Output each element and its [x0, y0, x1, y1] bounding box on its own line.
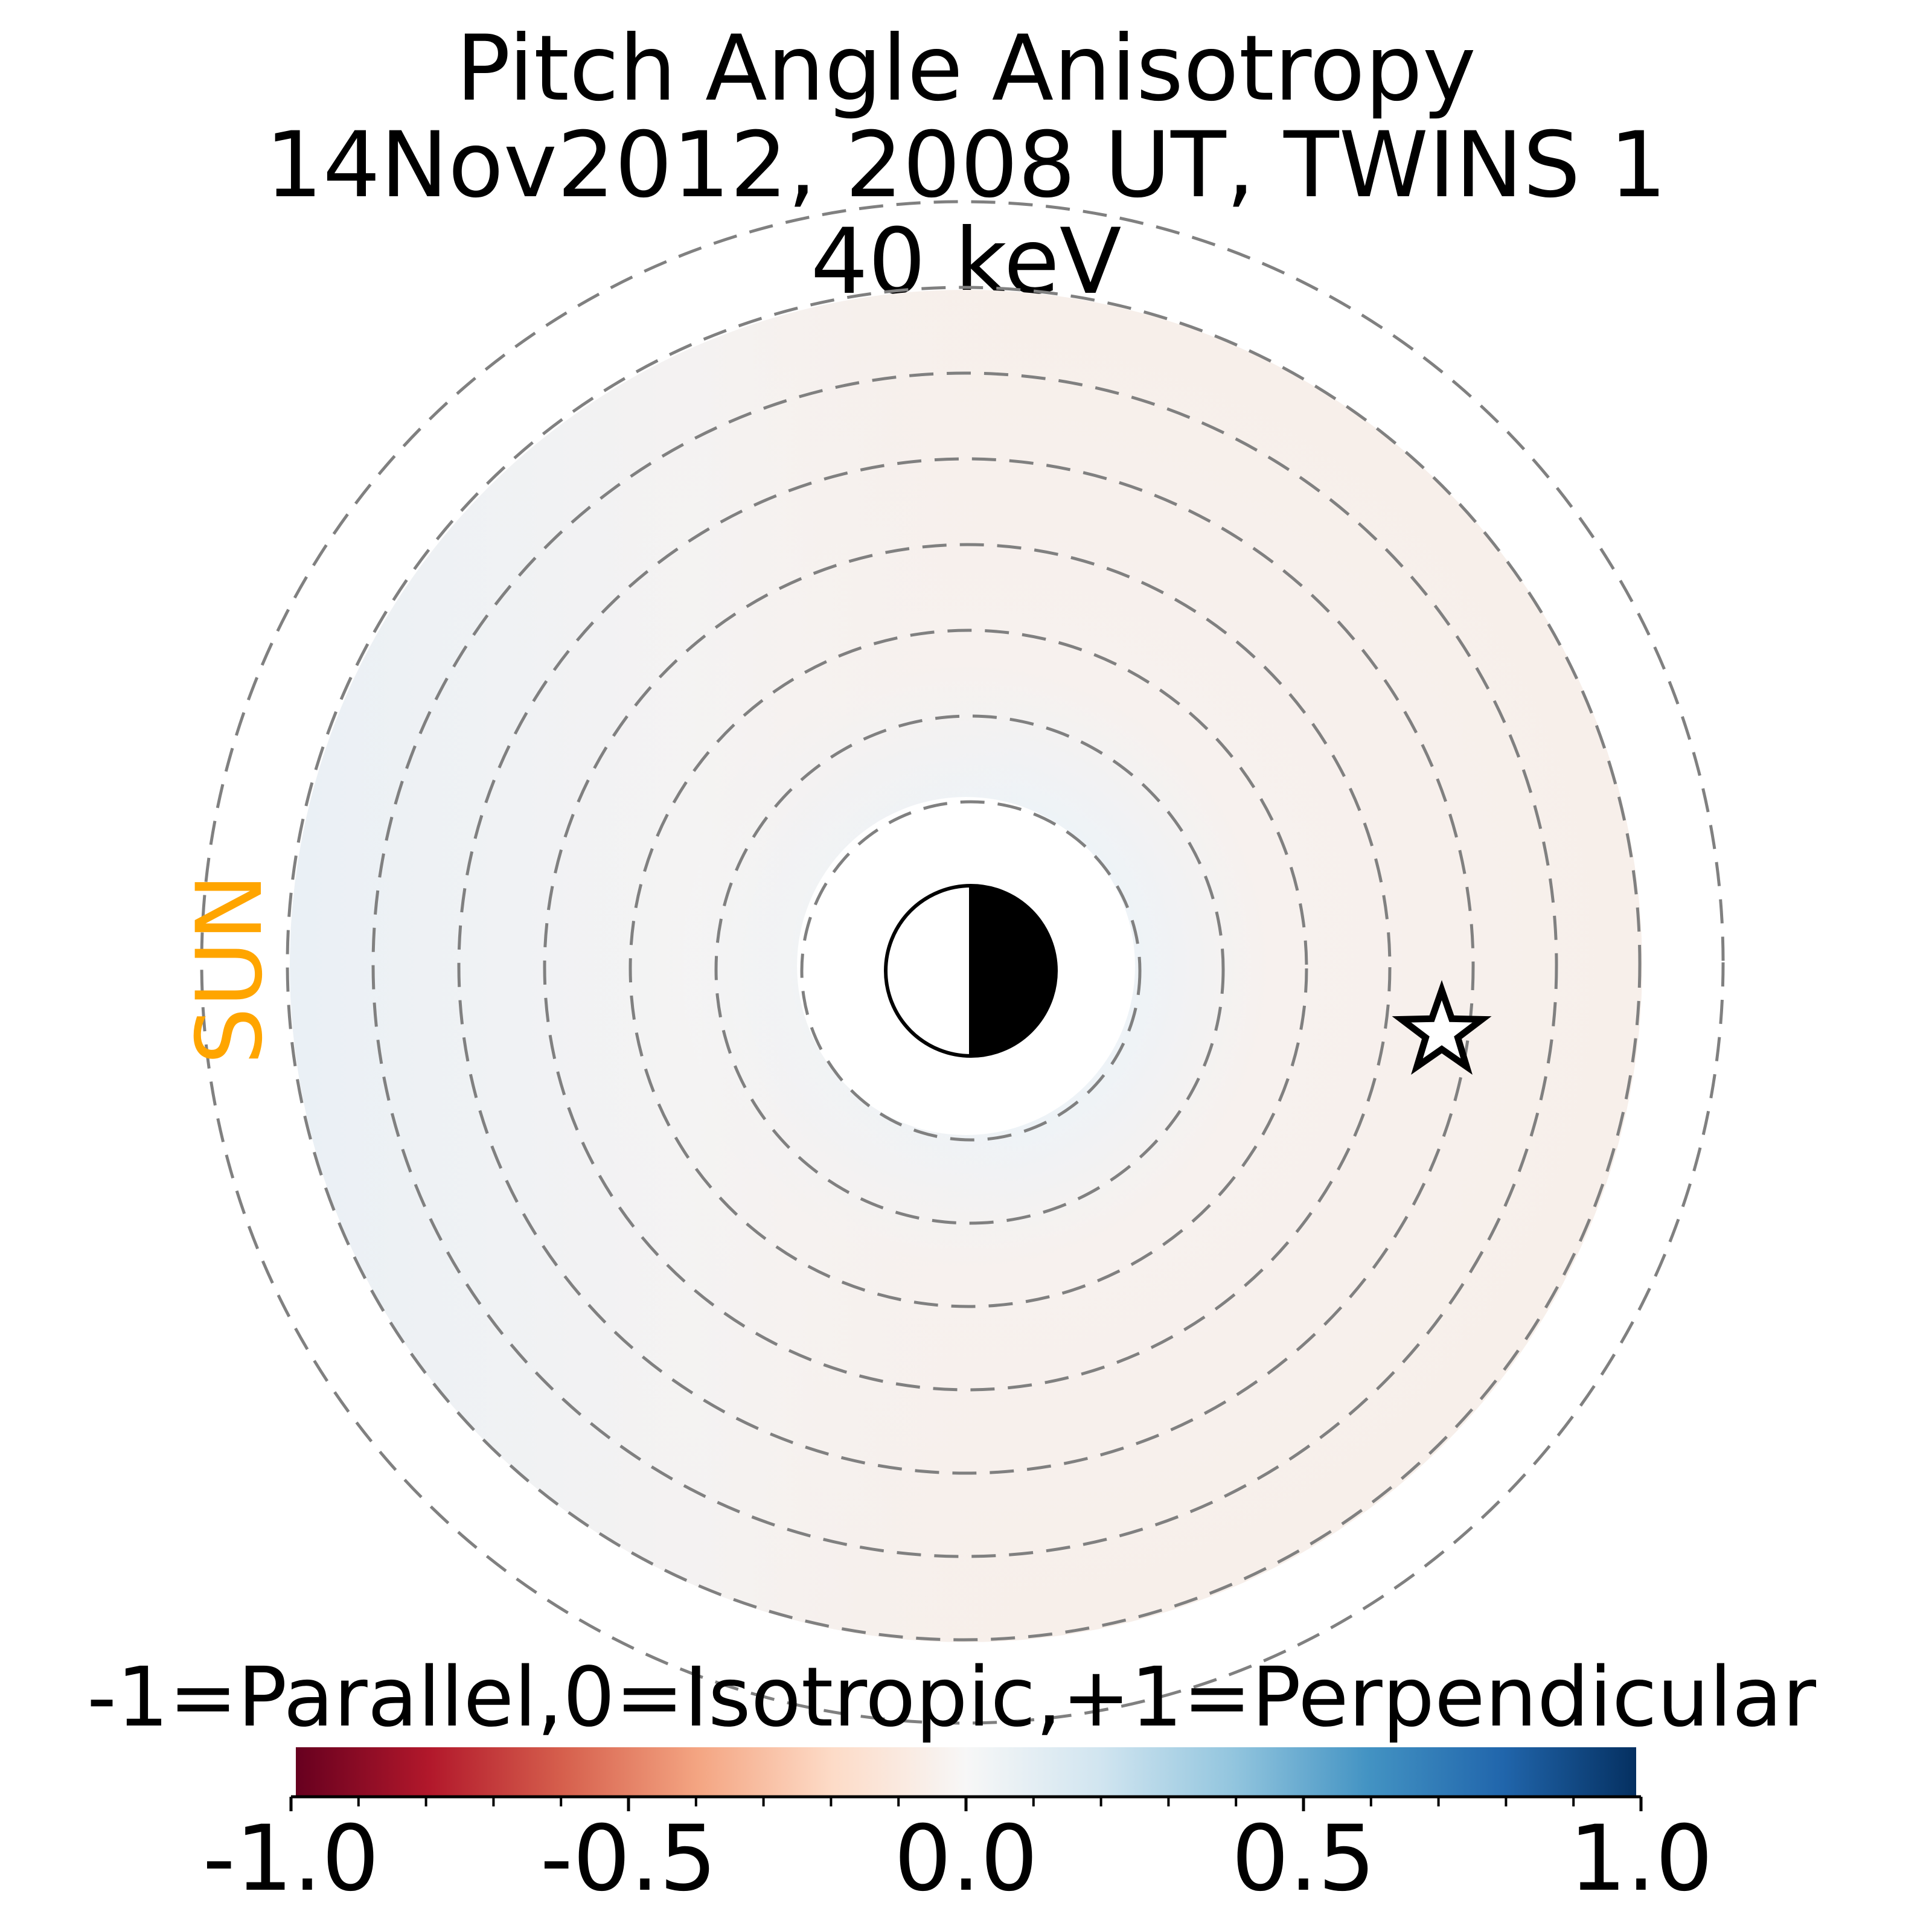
colorbar: -1.0 -0.5 0.0 0.5 1.0 — [203, 1747, 1713, 1911]
grid-ring — [371, 371, 1558, 1558]
grid-ring — [543, 543, 1392, 1392]
chart-title-line-1: Pitch Angle Anisotropy — [456, 16, 1476, 121]
colorbar-tick-label: 0.0 — [894, 1806, 1038, 1911]
colorbar-tick-label: 0.5 — [1232, 1806, 1376, 1911]
grid-rings — [200, 200, 1725, 1725]
map-dayside-tint — [290, 290, 1642, 1642]
chart-title-line-2: 14Nov2012, 2008 UT, TWINS 1 — [265, 113, 1667, 218]
grid-ring — [629, 629, 1308, 1308]
colorbar-tick-label: -1.0 — [203, 1806, 380, 1911]
sun-label: SUN — [178, 873, 283, 1064]
grid-ring — [800, 800, 1142, 1142]
grid-ring — [714, 714, 1225, 1225]
colorbar-gradient — [296, 1747, 1636, 1797]
colorbar-tick-label: -0.5 — [540, 1806, 717, 1911]
colorbar-tick-label: 1.0 — [1569, 1806, 1713, 1911]
colorbar-label: -1=Parallel,0=Isotropic,+1=Perpendicular — [87, 1650, 1816, 1745]
earth-day-night-icon — [884, 884, 1058, 1058]
colorbar-ticks — [289, 1797, 1643, 1811]
colorbar-tick-labels: -1.0 -0.5 0.0 0.5 1.0 — [203, 1806, 1713, 1911]
grid-ring — [200, 200, 1725, 1725]
star-marker-icon — [1392, 980, 1492, 1075]
grid-ring — [457, 457, 1475, 1475]
grid-ring — [286, 286, 1642, 1642]
anisotropy-map — [200, 200, 1725, 1725]
